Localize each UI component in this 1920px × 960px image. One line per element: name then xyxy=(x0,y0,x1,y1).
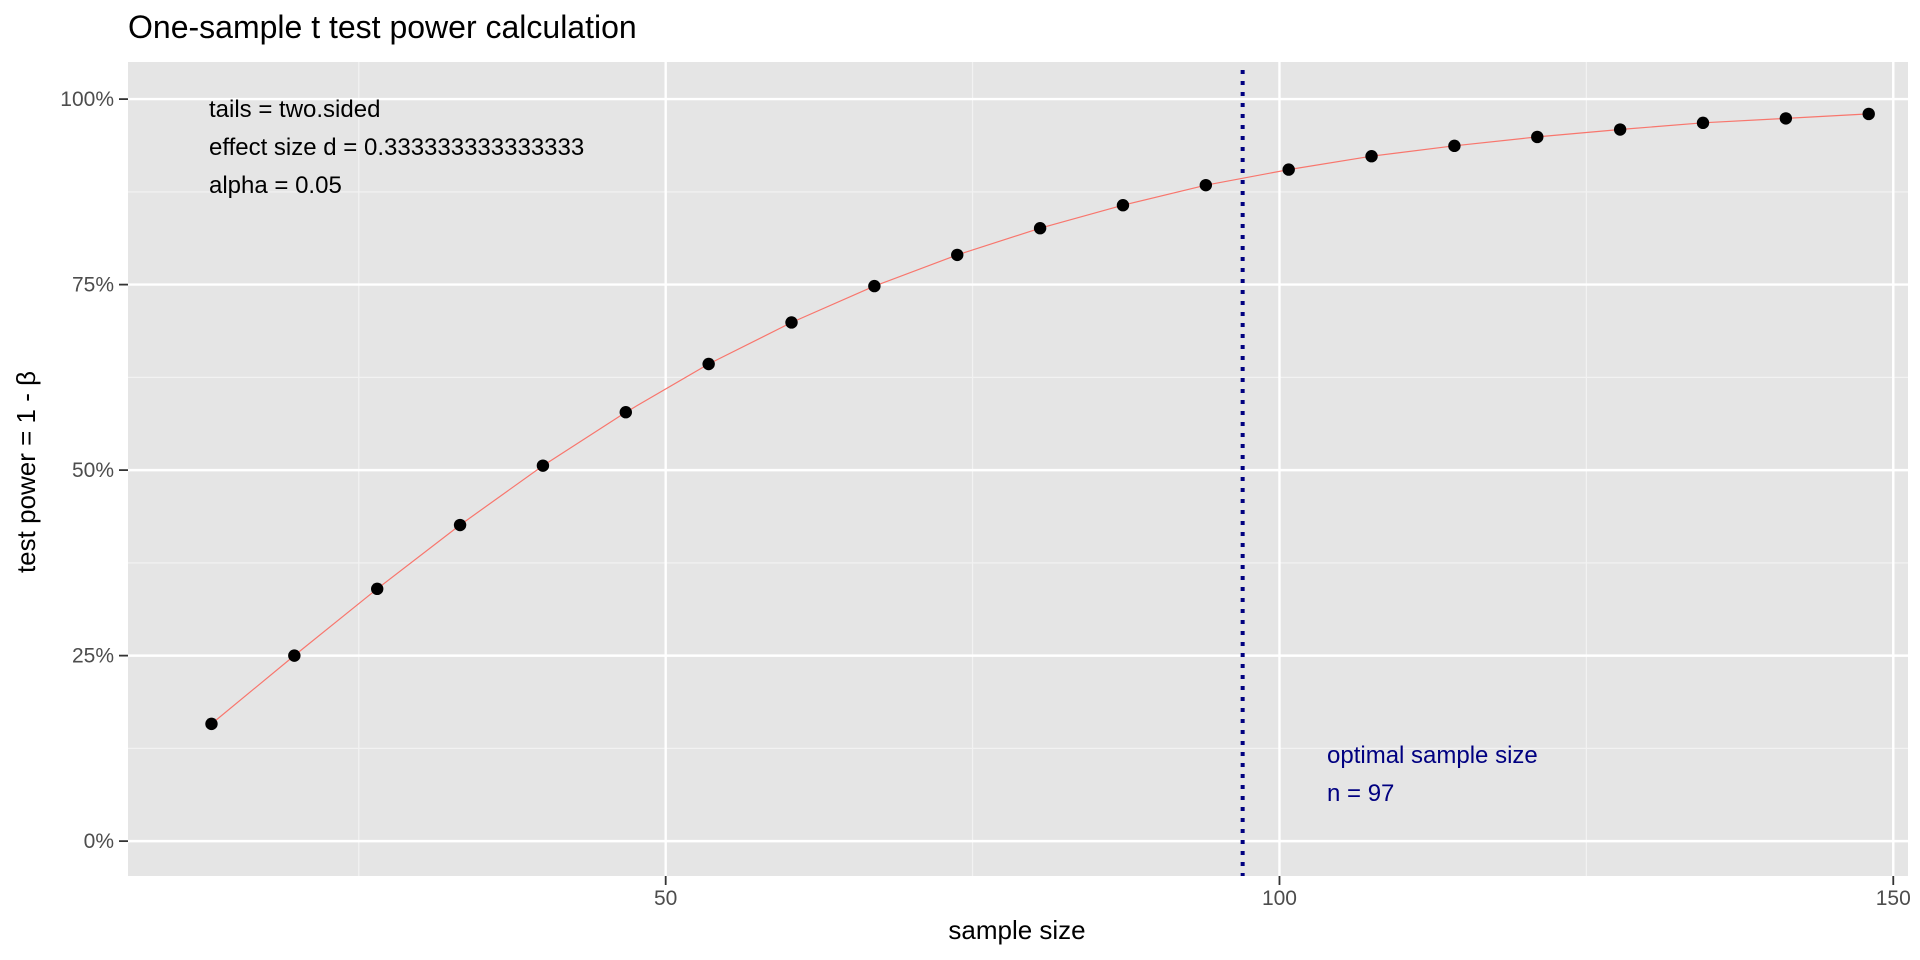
axis-ticks: 0% 25% 50% 75% 100% 50 100 150 xyxy=(60,88,1911,910)
x-tick-label: 100 xyxy=(1262,887,1297,910)
grid-lines xyxy=(128,62,1908,876)
parameter-annotation: alpha = 0.05 xyxy=(209,172,342,199)
data-point xyxy=(1696,116,1710,130)
data-points-layer xyxy=(205,107,1875,731)
y-tick-label: 0% xyxy=(84,830,114,853)
data-point xyxy=(536,459,550,472)
optimal-sample-size-annotation: optimal sample size xyxy=(1327,742,1538,769)
data-point xyxy=(1862,107,1875,121)
data-point xyxy=(1116,199,1130,212)
data-point xyxy=(951,248,964,262)
data-point xyxy=(1365,150,1378,163)
data-point xyxy=(205,717,218,731)
annotations-layer: tails = two.sided effect size d = 0.33333… xyxy=(209,96,1538,807)
data-point xyxy=(619,406,632,419)
data-point xyxy=(288,649,301,662)
data-point xyxy=(1531,130,1544,144)
data-point xyxy=(702,357,715,371)
data-point xyxy=(868,279,881,293)
y-tick-label: 50% xyxy=(72,459,114,482)
y-tick-label: 75% xyxy=(72,274,114,297)
data-point xyxy=(1199,178,1213,192)
data-point xyxy=(1613,123,1627,136)
data-point xyxy=(453,518,467,532)
data-point xyxy=(1282,163,1295,176)
x-axis-title: sample size xyxy=(948,915,1085,945)
parameter-annotation: effect size d = 0.333333333333333 xyxy=(209,134,584,161)
chart-title: One-sample t test power calculation xyxy=(128,9,637,45)
data-point xyxy=(1779,112,1793,125)
data-point xyxy=(785,316,798,329)
y-tick-label: 25% xyxy=(72,645,114,668)
data-point xyxy=(1448,139,1461,153)
data-point xyxy=(1033,222,1047,235)
y-tick-label: 100% xyxy=(60,88,114,111)
x-tick-label: 150 xyxy=(1876,887,1911,910)
parameter-annotation: tails = two.sided xyxy=(209,96,380,123)
data-point xyxy=(371,582,384,596)
x-tick-label: 50 xyxy=(654,887,677,910)
optimal-sample-size-annotation: n = 97 xyxy=(1327,780,1394,807)
y-axis-title: test power = 1 - β xyxy=(11,371,41,573)
